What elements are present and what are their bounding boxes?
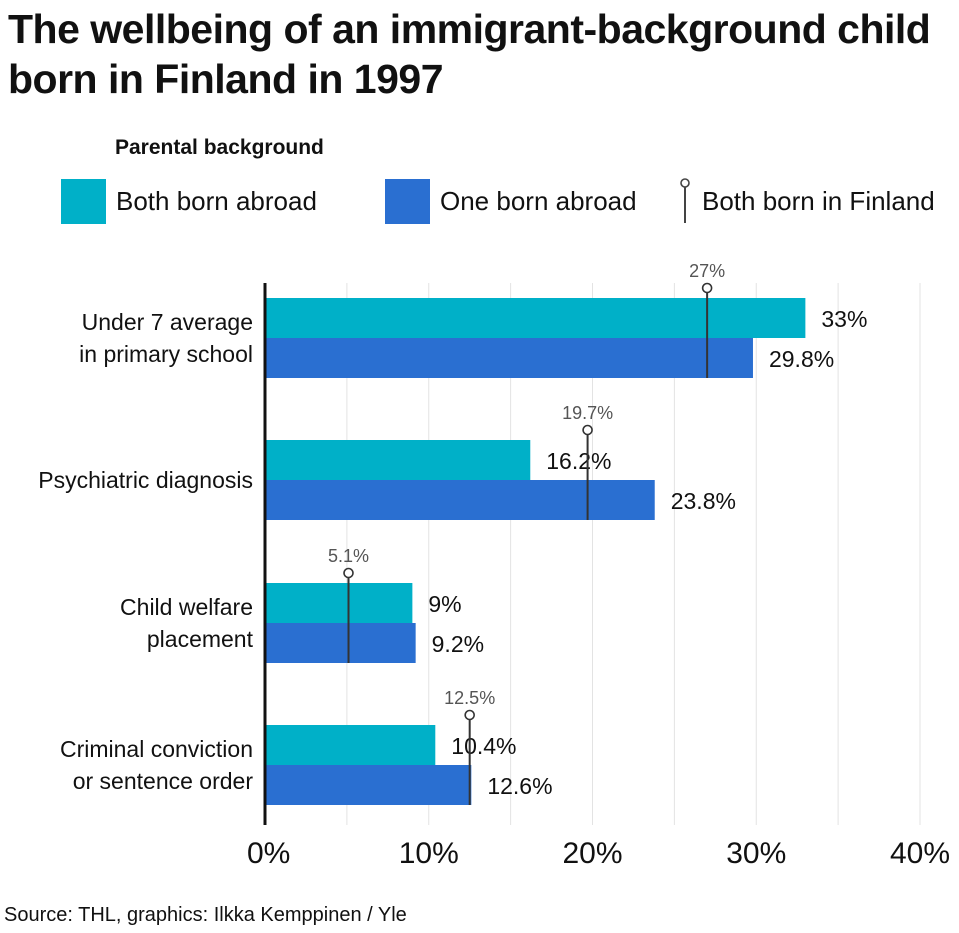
bar-value-label-one-born-abroad-1: 23.8% xyxy=(671,488,736,514)
bar-value-label-both-born-abroad-0: 33% xyxy=(821,306,867,332)
reference-value-label-0: 27% xyxy=(689,261,725,281)
bar-value-label-both-born-abroad-3: 10.4% xyxy=(451,733,516,759)
reference-value-label-1: 19.7% xyxy=(562,403,613,423)
bar-value-label-both-born-abroad-2: 9% xyxy=(428,591,461,617)
legend-item-both-born-in-finland: Both born in Finland xyxy=(678,178,935,224)
bar-chart: 0% 10% 20% 30% 40% 33% 29.8% Under 7 average in … xyxy=(38,261,950,870)
bar-both-born-abroad-3 xyxy=(265,725,436,765)
legend-label-one-born-abroad: One born abroad xyxy=(440,185,637,216)
reference-marker-icon xyxy=(680,178,690,223)
reference-dot-1 xyxy=(582,424,593,436)
legend-swatch-one-born-abroad xyxy=(385,178,430,224)
category-label-2-line-0: Child welfare xyxy=(120,594,253,620)
legend-swatch-both-born-abroad xyxy=(61,178,106,224)
reference-dot-2 xyxy=(343,567,354,579)
x-tick-label-40: 40% xyxy=(890,837,950,870)
bar-both-born-abroad-0 xyxy=(265,298,806,338)
category-label-3-line-0: Criminal conviction xyxy=(60,736,253,762)
bar-one-born-abroad-0 xyxy=(265,338,753,378)
reference-dot-3 xyxy=(464,709,475,721)
legend-label-both-born-abroad: Both born abroad xyxy=(116,185,317,216)
chart-title: The wellbeing of an immigrant-background… xyxy=(8,6,931,102)
source-credit: Source: THL, graphics: Ilkka Kemppinen /… xyxy=(4,904,407,926)
bar-one-born-abroad-3 xyxy=(265,765,472,805)
x-tick-label-0: 0% xyxy=(247,837,290,870)
reference-value-label-2: 5.1% xyxy=(328,546,369,566)
category-label-3-line-1: or sentence order xyxy=(73,768,254,794)
reference-value-label-3: 12.5% xyxy=(444,688,495,708)
legend-title: Parental background xyxy=(115,136,324,159)
legend-item-both-born-abroad: Both born abroad xyxy=(61,178,317,224)
category-label-1-line-0: Psychiatric diagnosis xyxy=(38,467,253,493)
bar-one-born-abroad-1 xyxy=(265,480,655,520)
x-tick-label-10: 10% xyxy=(399,837,459,870)
bar-value-label-one-born-abroad-2: 9.2% xyxy=(432,631,484,657)
bar-both-born-abroad-2 xyxy=(265,583,413,623)
bar-value-label-one-born-abroad-0: 29.8% xyxy=(769,346,834,372)
category-label-0-line-0: Under 7 average xyxy=(82,309,253,335)
bar-value-label-both-born-abroad-1: 16.2% xyxy=(546,448,611,474)
category-label-2-line-1: placement xyxy=(147,626,254,652)
bar-value-label-one-born-abroad-3: 12.6% xyxy=(487,773,552,799)
legend-item-one-born-abroad: One born abroad xyxy=(385,178,637,224)
bar-one-born-abroad-2 xyxy=(265,623,416,663)
bar-both-born-abroad-1 xyxy=(265,440,531,480)
legend-label-both-born-in-finland: Both born in Finland xyxy=(702,185,935,216)
reference-dot-0 xyxy=(701,282,713,294)
x-tick-label-20: 20% xyxy=(562,837,622,870)
category-label-0-line-1: in primary school xyxy=(79,341,253,367)
x-tick-label-30: 30% xyxy=(726,837,786,870)
